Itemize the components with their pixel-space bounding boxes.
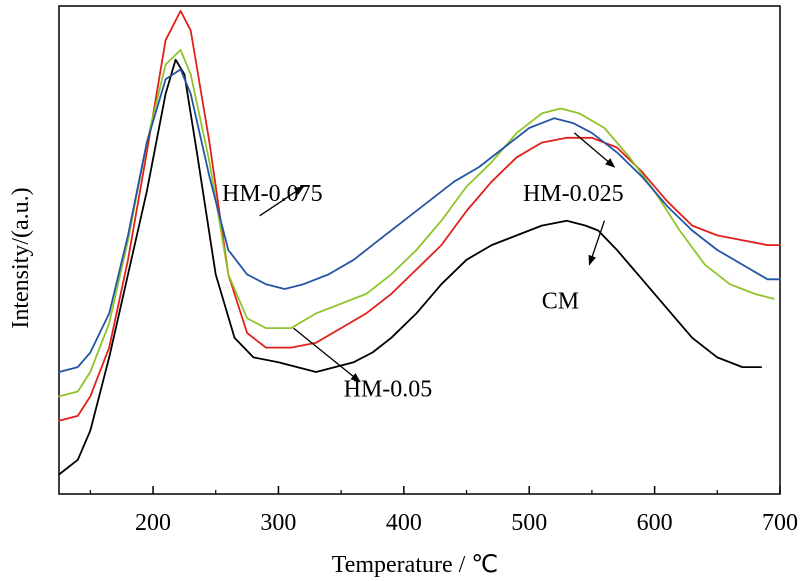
arrow-hm-0025 — [573, 132, 616, 168]
x-tick-label-300: 300 — [260, 510, 296, 536]
annotation-label-hm-0-05: HM-0.05 — [344, 376, 433, 402]
series-line-cm — [58, 58, 763, 476]
series-line-hm-0-075 — [58, 68, 781, 373]
x-axis-ticks — [89, 486, 781, 494]
x-tick-label-500: 500 — [511, 510, 547, 536]
annotation-layer: HM-0.075 HM-0.025 CM HM-0.05 — [222, 132, 624, 402]
x-tick-label-400: 400 — [386, 510, 422, 536]
x-tick-label-700: 700 — [762, 510, 798, 536]
series-layer — [58, 10, 781, 476]
arrow-hm-0075 — [259, 186, 305, 217]
annotation-label-hm-0-075: HM-0.075 — [222, 181, 323, 207]
arrow-cm — [588, 220, 606, 266]
plot-area-border — [58, 5, 781, 495]
series-line-hm-0-025 — [58, 10, 781, 422]
x-axis-tick-labels: 200 300 400 500 600 700 — [135, 510, 798, 536]
x-tick-label-600: 600 — [637, 510, 673, 536]
arrow-hm-005 — [293, 327, 361, 383]
y-axis-title: Intensity/(a.u.) — [8, 187, 34, 328]
x-tick-label-200: 200 — [135, 510, 171, 536]
series-line-hm-0-05 — [58, 49, 775, 398]
x-axis-title: Temperature / ℃ — [332, 552, 499, 578]
annotation-label-cm: CM — [542, 289, 579, 315]
plot-frame — [58, 5, 781, 495]
annotation-label-hm-0-025: HM-0.025 — [523, 181, 624, 207]
